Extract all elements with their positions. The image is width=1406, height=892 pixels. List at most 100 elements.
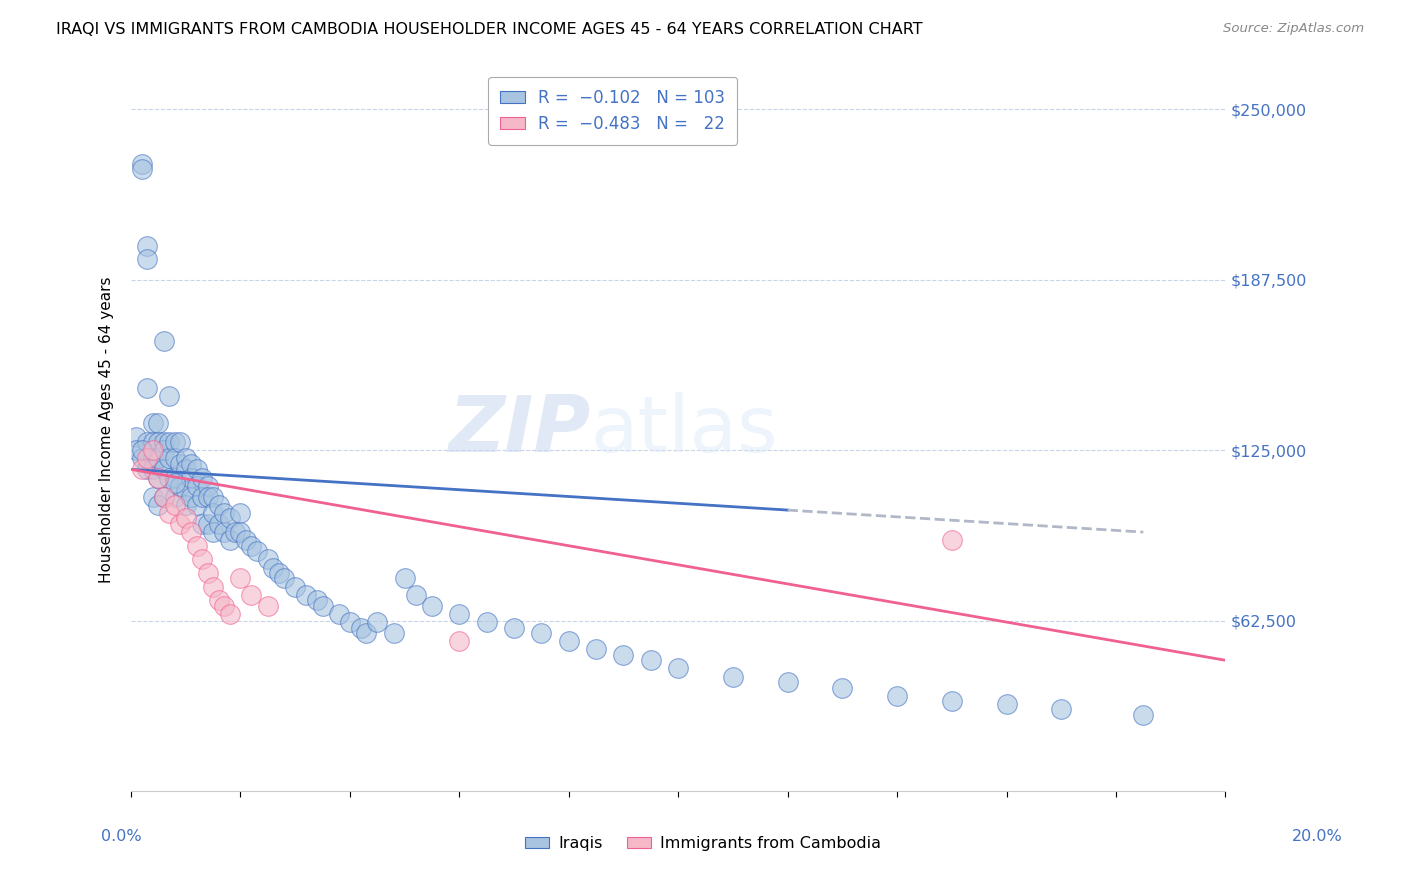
Point <box>311 599 333 613</box>
Point <box>174 498 197 512</box>
Point <box>153 490 176 504</box>
Point <box>180 490 202 504</box>
Text: 0.0%: 0.0% <box>101 830 142 844</box>
Point <box>366 615 388 629</box>
Point <box>157 506 180 520</box>
Point <box>153 443 176 458</box>
Point <box>136 239 159 253</box>
Point <box>163 475 186 490</box>
Point <box>157 451 180 466</box>
Point <box>240 539 263 553</box>
Point <box>224 525 246 540</box>
Point <box>186 479 208 493</box>
Legend: Iraqis, Immigrants from Cambodia: Iraqis, Immigrants from Cambodia <box>519 830 887 857</box>
Point <box>191 516 214 531</box>
Point <box>136 451 159 466</box>
Point <box>191 552 214 566</box>
Point <box>157 470 180 484</box>
Point <box>148 470 170 484</box>
Point <box>218 607 240 621</box>
Point <box>125 443 148 458</box>
Point <box>207 593 229 607</box>
Point <box>157 389 180 403</box>
Point <box>153 462 176 476</box>
Point <box>612 648 634 662</box>
Point <box>202 525 225 540</box>
Point <box>382 626 405 640</box>
Point <box>212 525 235 540</box>
Point <box>131 157 153 171</box>
Point <box>218 533 240 548</box>
Point <box>186 539 208 553</box>
Point <box>229 571 252 585</box>
Point <box>148 470 170 484</box>
Point <box>202 490 225 504</box>
Y-axis label: Householder Income Ages 45 - 64 years: Householder Income Ages 45 - 64 years <box>100 277 114 583</box>
Point <box>163 470 186 484</box>
Point <box>328 607 350 621</box>
Point <box>131 462 153 476</box>
Point <box>530 626 553 640</box>
Point <box>256 599 278 613</box>
Point <box>394 571 416 585</box>
Point <box>449 607 471 621</box>
Point <box>136 462 159 476</box>
Point <box>503 621 526 635</box>
Point <box>148 416 170 430</box>
Point <box>174 451 197 466</box>
Text: IRAQI VS IMMIGRANTS FROM CAMBODIA HOUSEHOLDER INCOME AGES 45 - 64 YEARS CORRELAT: IRAQI VS IMMIGRANTS FROM CAMBODIA HOUSEH… <box>56 22 922 37</box>
Point <box>186 498 208 512</box>
Point <box>776 675 799 690</box>
Point <box>169 457 191 471</box>
Point <box>405 588 427 602</box>
Point <box>169 516 191 531</box>
Point <box>174 462 197 476</box>
Point <box>180 457 202 471</box>
Point <box>169 435 191 450</box>
Point <box>174 511 197 525</box>
Point <box>212 599 235 613</box>
Point <box>142 435 165 450</box>
Point <box>886 689 908 703</box>
Point <box>163 435 186 450</box>
Point <box>169 479 191 493</box>
Point <box>475 615 498 629</box>
Point <box>153 435 176 450</box>
Text: atlas: atlas <box>591 392 778 467</box>
Point <box>131 443 153 458</box>
Point <box>142 462 165 476</box>
Point <box>148 498 170 512</box>
Point <box>142 490 165 504</box>
Point <box>240 588 263 602</box>
Point <box>186 462 208 476</box>
Point <box>197 516 219 531</box>
Point <box>131 162 153 177</box>
Point <box>191 490 214 504</box>
Point <box>163 451 186 466</box>
Point <box>202 506 225 520</box>
Point <box>229 506 252 520</box>
Point <box>148 435 170 450</box>
Point <box>191 470 214 484</box>
Point <box>136 252 159 267</box>
Point <box>558 634 581 648</box>
Point <box>420 599 443 613</box>
Point <box>180 525 202 540</box>
Point <box>995 697 1018 711</box>
Point <box>585 642 607 657</box>
Point <box>295 588 318 602</box>
Point <box>131 451 153 466</box>
Point <box>640 653 662 667</box>
Point <box>229 525 252 540</box>
Point <box>153 334 176 349</box>
Point <box>148 451 170 466</box>
Point <box>157 435 180 450</box>
Point <box>262 560 284 574</box>
Point <box>273 571 295 585</box>
Point <box>218 511 240 525</box>
Point <box>449 634 471 648</box>
Point <box>207 516 229 531</box>
Point <box>163 490 186 504</box>
Point <box>142 416 165 430</box>
Point <box>202 580 225 594</box>
